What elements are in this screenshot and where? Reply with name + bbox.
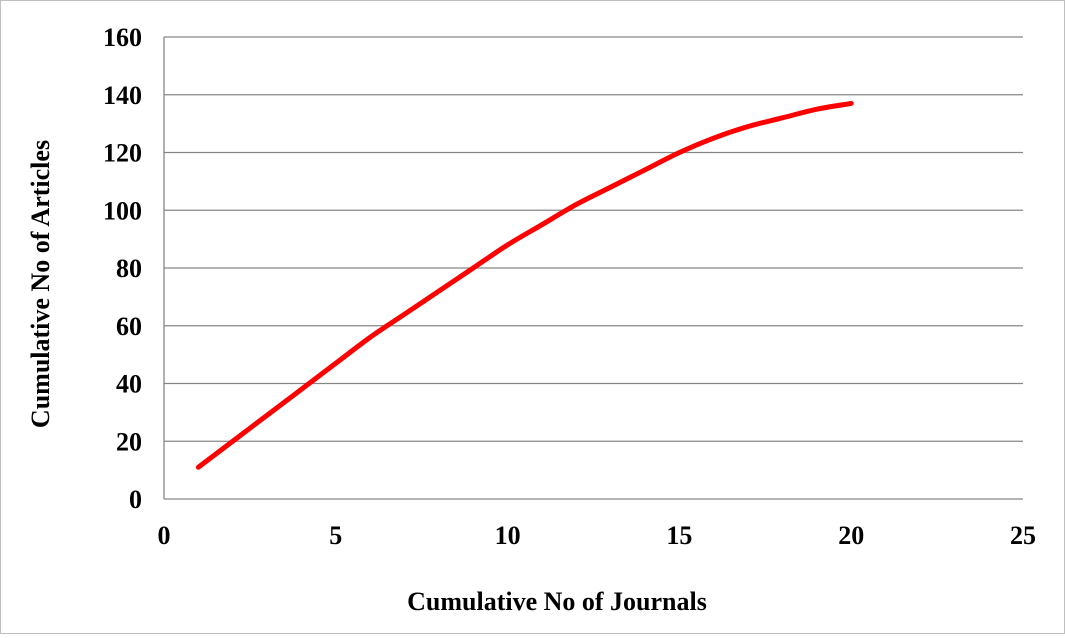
x-tick-label: 10 <box>495 521 521 550</box>
y-tick-label: 140 <box>103 81 142 110</box>
tick-labels: 0 20 40 60 80 100 120 140 160 0 5 10 15 20 25 <box>103 23 1036 550</box>
series-line-0 <box>195 100 854 470</box>
y-tick-label: 40 <box>116 370 142 399</box>
x-tick-label: 25 <box>1010 521 1036 550</box>
y-tick-label: 0 <box>129 485 142 514</box>
axes <box>163 37 1023 500</box>
y-axis-title: Cumulative No of Articles <box>26 140 55 428</box>
y-tick-label: 120 <box>103 139 142 168</box>
y-tick-label: 100 <box>103 196 142 225</box>
x-tick-label: 20 <box>838 521 864 550</box>
y-tick-label: 80 <box>116 254 142 283</box>
y-tick-label: 20 <box>116 427 142 456</box>
x-tick-label: 0 <box>158 521 171 550</box>
x-tick-label: 15 <box>666 521 692 550</box>
x-tick-label: 5 <box>329 521 342 550</box>
y-tick-label: 160 <box>103 23 142 52</box>
series-lines <box>195 100 854 470</box>
y-tick-label: 60 <box>116 312 142 341</box>
gridlines <box>164 36 1023 442</box>
x-axis-title: Cumulative No of Journals <box>407 587 707 616</box>
